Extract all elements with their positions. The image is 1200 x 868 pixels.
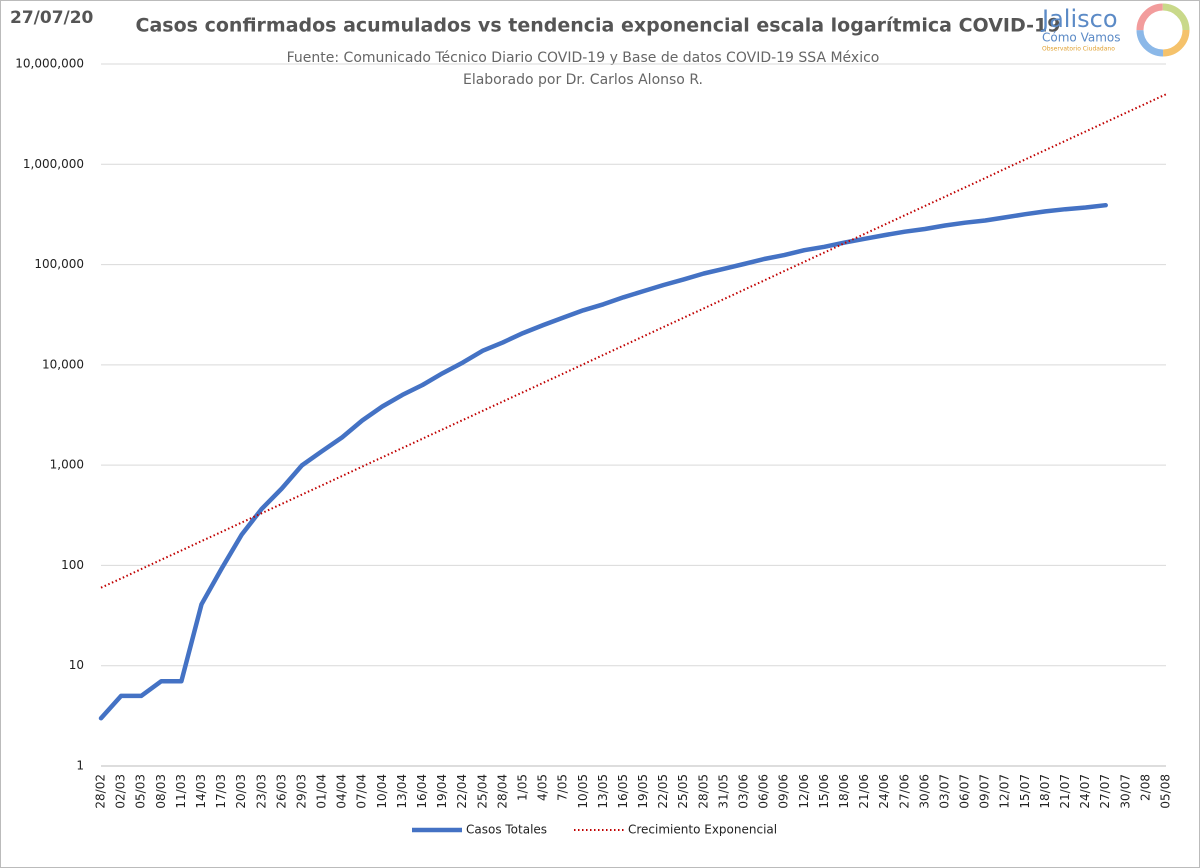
x-tick-label: 03/07 (937, 774, 951, 809)
x-tick-label: 17/03 (214, 774, 228, 809)
x-tick-label: 06/06 (757, 774, 771, 809)
x-tick-label: 4/05 (536, 774, 550, 801)
x-tick-label: 19/04 (435, 774, 449, 809)
x-tick-label: 26/03 (274, 774, 288, 809)
x-tick-label: 19/05 (636, 774, 650, 809)
chart-subtitle: Fuente: Comunicado Técnico Diario COVID-… (287, 50, 880, 66)
x-tick-label: 24/06 (877, 774, 891, 809)
x-tick-label: 18/07 (1038, 774, 1052, 809)
y-tick-label: 1,000,000 (23, 157, 84, 171)
x-tick-label: 30/06 (917, 774, 931, 809)
x-tick-label: 03/06 (737, 774, 751, 809)
y-tick-label: 1 (76, 759, 84, 773)
x-tick-label: 10/04 (375, 774, 389, 809)
x-tick-label: 21/06 (857, 774, 871, 809)
x-tick-label: 05/08 (1159, 774, 1173, 809)
x-tick-label: 27/06 (897, 774, 911, 809)
legend-label: Casos Totales (466, 823, 547, 837)
x-tick-label: 27/07 (1098, 774, 1112, 809)
y-tick-label: 100,000 (34, 257, 84, 271)
chart-title: Casos confirmados acumulados vs tendenci… (136, 15, 1061, 37)
x-tick-label: 06/07 (958, 774, 972, 809)
x-tick-label: 20/03 (234, 774, 248, 809)
x-tick-label: 09/06 (777, 774, 791, 809)
y-tick-label: 10,000,000 (15, 57, 84, 71)
x-tick-label: 05/03 (134, 774, 148, 809)
logo-ring (1136, 3, 1190, 57)
x-tick-label: 16/04 (415, 774, 429, 809)
y-tick-label: 1,000 (50, 458, 84, 472)
legend-label: Crecimiento Exponencial (628, 823, 777, 837)
x-tick-label: 22/04 (455, 774, 469, 809)
x-tick-label: 10/05 (576, 774, 590, 809)
series-line (98, 202, 1108, 721)
x-tick-label: 01/04 (315, 774, 329, 809)
y-tick-label: 10 (69, 658, 84, 672)
x-tick-label: 30/07 (1118, 774, 1132, 809)
x-tick-label: 18/06 (837, 774, 851, 809)
x-tick-label: 2/08 (1138, 774, 1152, 801)
x-tick-label: 28/02 (94, 774, 108, 809)
x-tick-label: 22/05 (656, 774, 670, 809)
chart-author: Elaborado por Dr. Carlos Alonso R. (463, 72, 703, 88)
x-tick-label: 23/03 (254, 774, 268, 809)
x-tick-label: 12/07 (998, 774, 1012, 809)
logo-name: Jalisco (1040, 5, 1118, 33)
x-tick-label: 13/05 (596, 774, 610, 809)
x-tick-label: 1/05 (515, 774, 529, 801)
date-stamp: 27/07/20 (10, 8, 94, 28)
x-tick-label: 12/06 (797, 774, 811, 809)
x-tick-label: 15/07 (1018, 774, 1032, 809)
x-tick-label: 28/05 (696, 774, 710, 809)
x-tick-label: 07/04 (355, 774, 369, 809)
x-tick-label: 08/03 (154, 774, 168, 809)
x-tick-label: 25/04 (475, 774, 489, 809)
logo-subtitle: Observatorio Ciudadano (1042, 46, 1115, 53)
y-tick-label: 10,000 (42, 357, 84, 371)
x-tick-label: 13/04 (395, 774, 409, 809)
x-tick-label: 29/03 (294, 774, 308, 809)
x-tick-label: 02/03 (114, 774, 128, 809)
x-tick-label: 24/07 (1078, 774, 1092, 809)
x-tick-label: 04/04 (335, 774, 349, 809)
x-tick-label: 09/07 (978, 774, 992, 809)
x-tick-label: 21/07 (1058, 774, 1072, 809)
x-tick-label: 15/06 (817, 774, 831, 809)
x-tick-label: 11/03 (174, 774, 188, 809)
x-tick-label: 31/05 (716, 774, 730, 809)
logo-tagline: Cómo Vamos (1042, 31, 1120, 45)
x-tick-label: 25/05 (676, 774, 690, 809)
x-tick-label: 16/05 (616, 774, 630, 809)
x-tick-label: 7/05 (556, 774, 570, 801)
x-tick-label: 14/03 (194, 774, 208, 809)
y-tick-label: 100 (61, 558, 84, 572)
x-tick-label: 28/04 (495, 774, 509, 809)
